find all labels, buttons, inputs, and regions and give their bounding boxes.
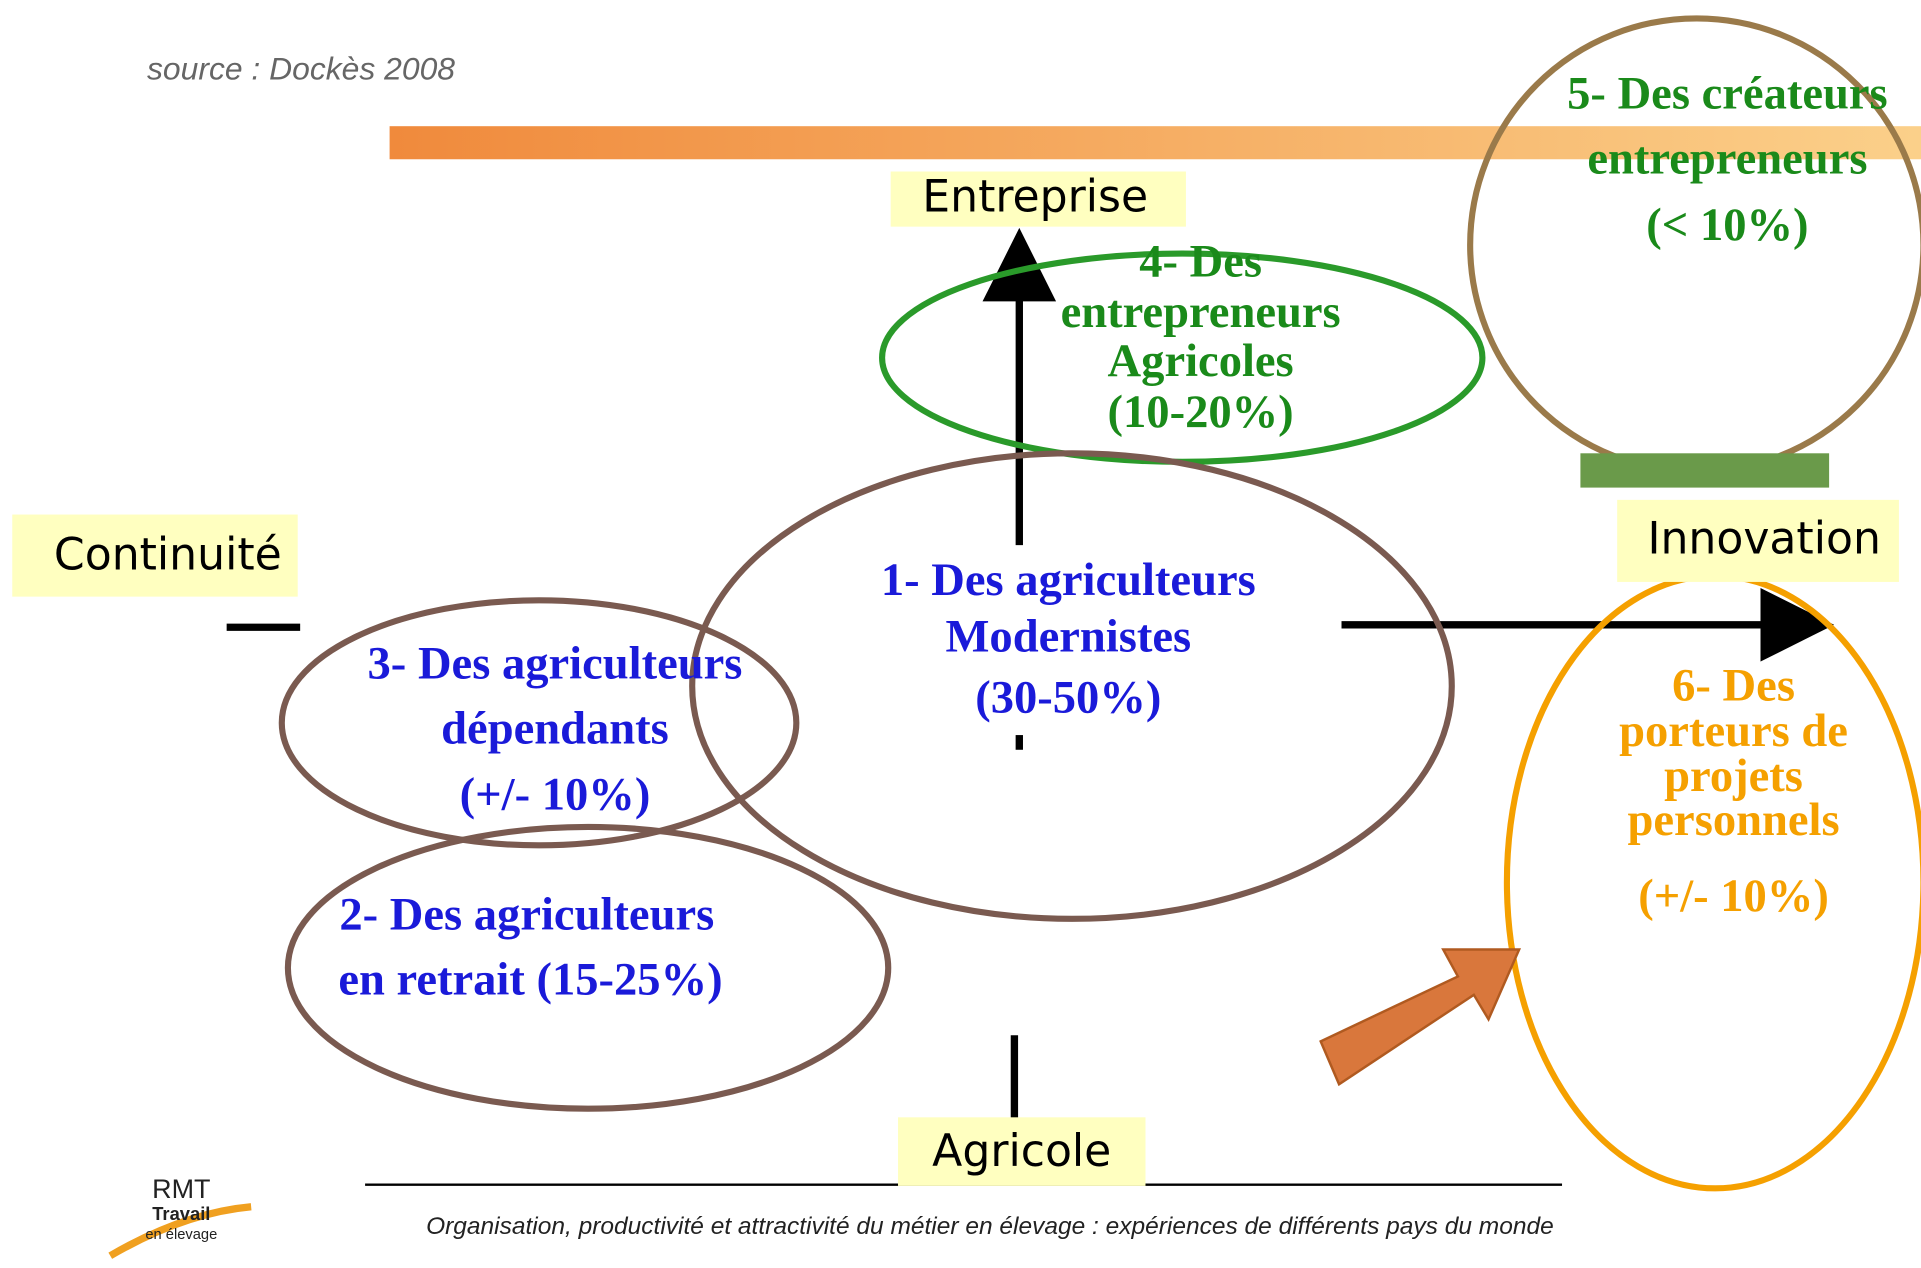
group-text: porteurs de — [1619, 706, 1848, 757]
axis-label-left: Continuité — [54, 529, 282, 580]
source: source : Dockès 2008 — [147, 50, 455, 86]
group-text: (+/- 10%) — [1638, 871, 1829, 922]
group-text: Modernistes — [945, 611, 1191, 662]
group-text: (30-50%) — [975, 673, 1161, 724]
group-1: 1- Des agriculteurs Modernistes (30-50%) — [881, 555, 1256, 724]
group-text: 5- Des créateurs — [1567, 69, 1888, 120]
group-4: 4- Des entrepreneurs Agricoles (10-20%) — [1061, 237, 1341, 439]
logo-text: Travail — [152, 1203, 210, 1224]
axis-label-bottom: Agricole — [932, 1126, 1111, 1177]
group-2: 2- Des agriculteurs en retrait (15-25%) — [338, 890, 722, 1006]
group-text: en retrait (15-25%) — [338, 954, 722, 1005]
group-text: (+/- 10%) — [460, 769, 651, 820]
logo-text: en élevage — [145, 1227, 217, 1243]
logo-text: RMT — [152, 1174, 210, 1204]
diagram: source : Dockès 2008 Entreprise Continui… — [0, 0, 1921, 1268]
group-text: entrepreneurs — [1587, 134, 1867, 185]
group-3: 3- Des agriculteurs dépendants (+/- 10%) — [368, 638, 743, 820]
group-text: 2- Des agriculteurs — [339, 890, 714, 941]
group-text: Agricoles — [1108, 336, 1294, 387]
footer: Organisation, productivité et attractivi… — [426, 1213, 1554, 1240]
group-6: 6- Des porteurs de projets personnels (+… — [1619, 660, 1848, 922]
group-text: 6- Des — [1672, 660, 1795, 711]
group-text: (10-20%) — [1108, 387, 1294, 438]
group-text: dépendants — [441, 703, 669, 754]
group-text: (< 10%) — [1646, 200, 1808, 251]
axis-label-right: Innovation — [1647, 514, 1880, 565]
group-text: 1- Des agriculteurs — [881, 555, 1256, 606]
orange-arrow — [1321, 949, 1519, 1084]
group-text: entrepreneurs — [1061, 287, 1341, 338]
grass — [1580, 453, 1829, 487]
group-text: personnels — [1628, 795, 1840, 846]
group-text: 3- Des agriculteurs — [368, 638, 743, 689]
group-5: 5- Des créateurs entrepreneurs (< 10%) — [1567, 69, 1888, 251]
group-text: 4- Des — [1139, 237, 1262, 288]
page: source : Dockès 2008 Entreprise Continui… — [0, 0, 1921, 1268]
axis-label-top: Entreprise — [922, 172, 1148, 223]
